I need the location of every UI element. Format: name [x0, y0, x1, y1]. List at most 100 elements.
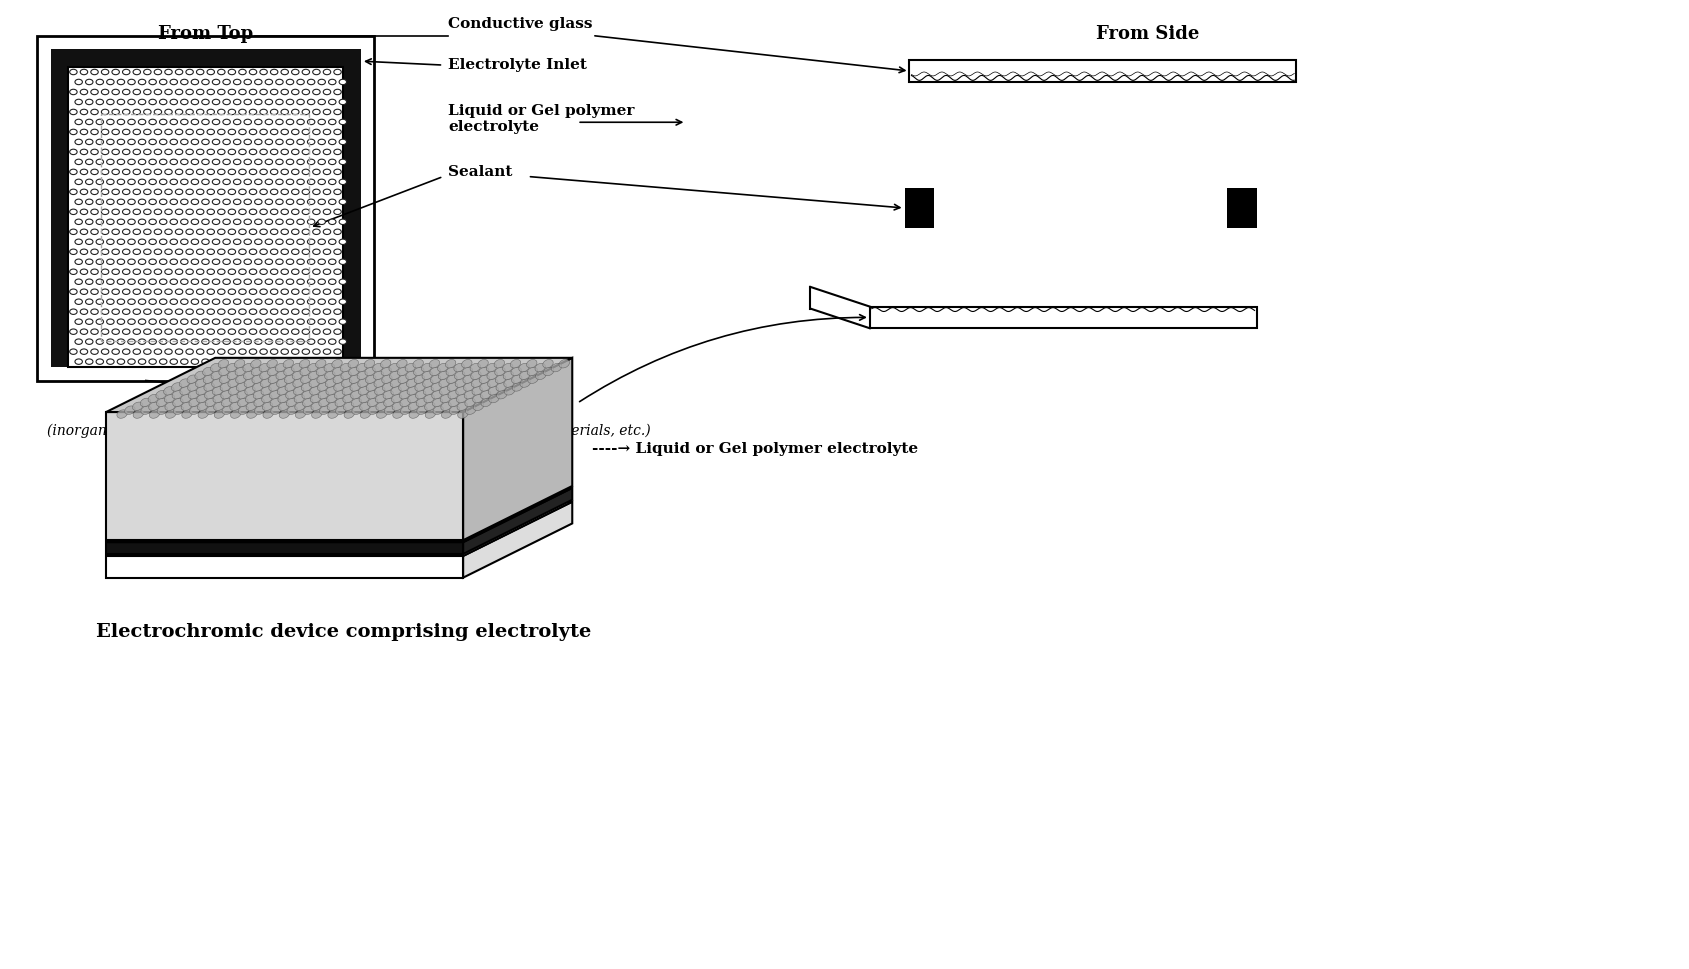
Ellipse shape [463, 368, 473, 376]
Ellipse shape [228, 388, 238, 395]
Ellipse shape [218, 269, 225, 275]
Ellipse shape [181, 239, 187, 245]
Ellipse shape [473, 395, 483, 403]
Ellipse shape [79, 210, 88, 215]
Ellipse shape [255, 359, 262, 365]
Ellipse shape [111, 70, 120, 76]
Ellipse shape [437, 364, 448, 372]
Ellipse shape [439, 388, 449, 395]
Ellipse shape [196, 310, 204, 315]
Ellipse shape [275, 280, 284, 285]
Ellipse shape [164, 110, 172, 115]
Ellipse shape [159, 299, 167, 305]
Ellipse shape [544, 368, 554, 376]
Ellipse shape [186, 350, 193, 355]
Ellipse shape [454, 364, 464, 372]
Ellipse shape [79, 350, 88, 355]
Ellipse shape [260, 269, 267, 275]
Ellipse shape [128, 280, 135, 285]
Ellipse shape [221, 407, 233, 415]
Ellipse shape [275, 160, 284, 166]
Ellipse shape [213, 141, 220, 145]
Ellipse shape [243, 372, 253, 380]
Ellipse shape [309, 388, 319, 395]
Ellipse shape [302, 210, 309, 215]
Ellipse shape [213, 100, 220, 106]
Ellipse shape [172, 391, 182, 399]
Ellipse shape [263, 411, 274, 419]
Ellipse shape [154, 110, 162, 115]
Ellipse shape [91, 329, 98, 335]
Ellipse shape [122, 150, 130, 155]
Text: From Side: From Side [1094, 24, 1199, 43]
Ellipse shape [106, 160, 115, 166]
Ellipse shape [171, 339, 177, 345]
Ellipse shape [69, 110, 78, 115]
Ellipse shape [292, 150, 299, 155]
Ellipse shape [101, 110, 108, 115]
Ellipse shape [233, 359, 242, 365]
Ellipse shape [213, 359, 220, 365]
Ellipse shape [480, 376, 490, 384]
Ellipse shape [140, 399, 150, 407]
Ellipse shape [79, 250, 88, 255]
Ellipse shape [415, 391, 426, 399]
Ellipse shape [228, 329, 235, 335]
Ellipse shape [323, 150, 331, 155]
Ellipse shape [159, 239, 167, 245]
Ellipse shape [149, 160, 157, 166]
Text: Sealant: Sealant [448, 165, 512, 178]
Ellipse shape [253, 391, 263, 399]
Ellipse shape [250, 90, 257, 96]
Ellipse shape [208, 290, 215, 296]
Ellipse shape [294, 395, 304, 403]
Ellipse shape [397, 376, 409, 384]
Ellipse shape [159, 160, 167, 166]
Ellipse shape [243, 220, 252, 225]
Ellipse shape [334, 110, 341, 115]
Ellipse shape [201, 200, 209, 205]
Ellipse shape [111, 90, 120, 96]
Ellipse shape [441, 403, 451, 411]
Ellipse shape [275, 339, 284, 345]
Ellipse shape [96, 220, 103, 225]
Ellipse shape [311, 411, 323, 419]
Ellipse shape [302, 70, 309, 76]
Ellipse shape [133, 130, 140, 136]
Ellipse shape [424, 403, 434, 411]
Ellipse shape [301, 376, 311, 384]
Ellipse shape [128, 260, 135, 266]
Ellipse shape [238, 210, 247, 215]
Ellipse shape [255, 141, 262, 145]
Ellipse shape [270, 310, 277, 315]
Ellipse shape [69, 350, 78, 355]
Ellipse shape [196, 130, 204, 136]
Ellipse shape [255, 120, 262, 126]
Ellipse shape [297, 299, 304, 305]
Ellipse shape [101, 170, 108, 175]
Ellipse shape [318, 260, 326, 266]
Ellipse shape [527, 360, 537, 368]
Ellipse shape [279, 403, 289, 411]
Ellipse shape [101, 150, 108, 155]
Ellipse shape [318, 200, 326, 205]
Ellipse shape [280, 90, 289, 96]
Ellipse shape [328, 403, 338, 411]
Ellipse shape [236, 391, 247, 399]
Ellipse shape [101, 70, 108, 76]
Ellipse shape [367, 391, 377, 399]
Ellipse shape [117, 239, 125, 245]
Polygon shape [106, 413, 463, 541]
Ellipse shape [91, 150, 98, 155]
Ellipse shape [79, 90, 88, 96]
Ellipse shape [292, 290, 299, 296]
Bar [909, 61, 1295, 82]
Ellipse shape [198, 411, 208, 419]
Ellipse shape [159, 280, 167, 285]
Ellipse shape [270, 269, 277, 275]
Ellipse shape [238, 399, 248, 407]
Ellipse shape [262, 403, 272, 411]
Ellipse shape [339, 100, 346, 106]
Ellipse shape [280, 290, 289, 296]
Ellipse shape [186, 310, 193, 315]
